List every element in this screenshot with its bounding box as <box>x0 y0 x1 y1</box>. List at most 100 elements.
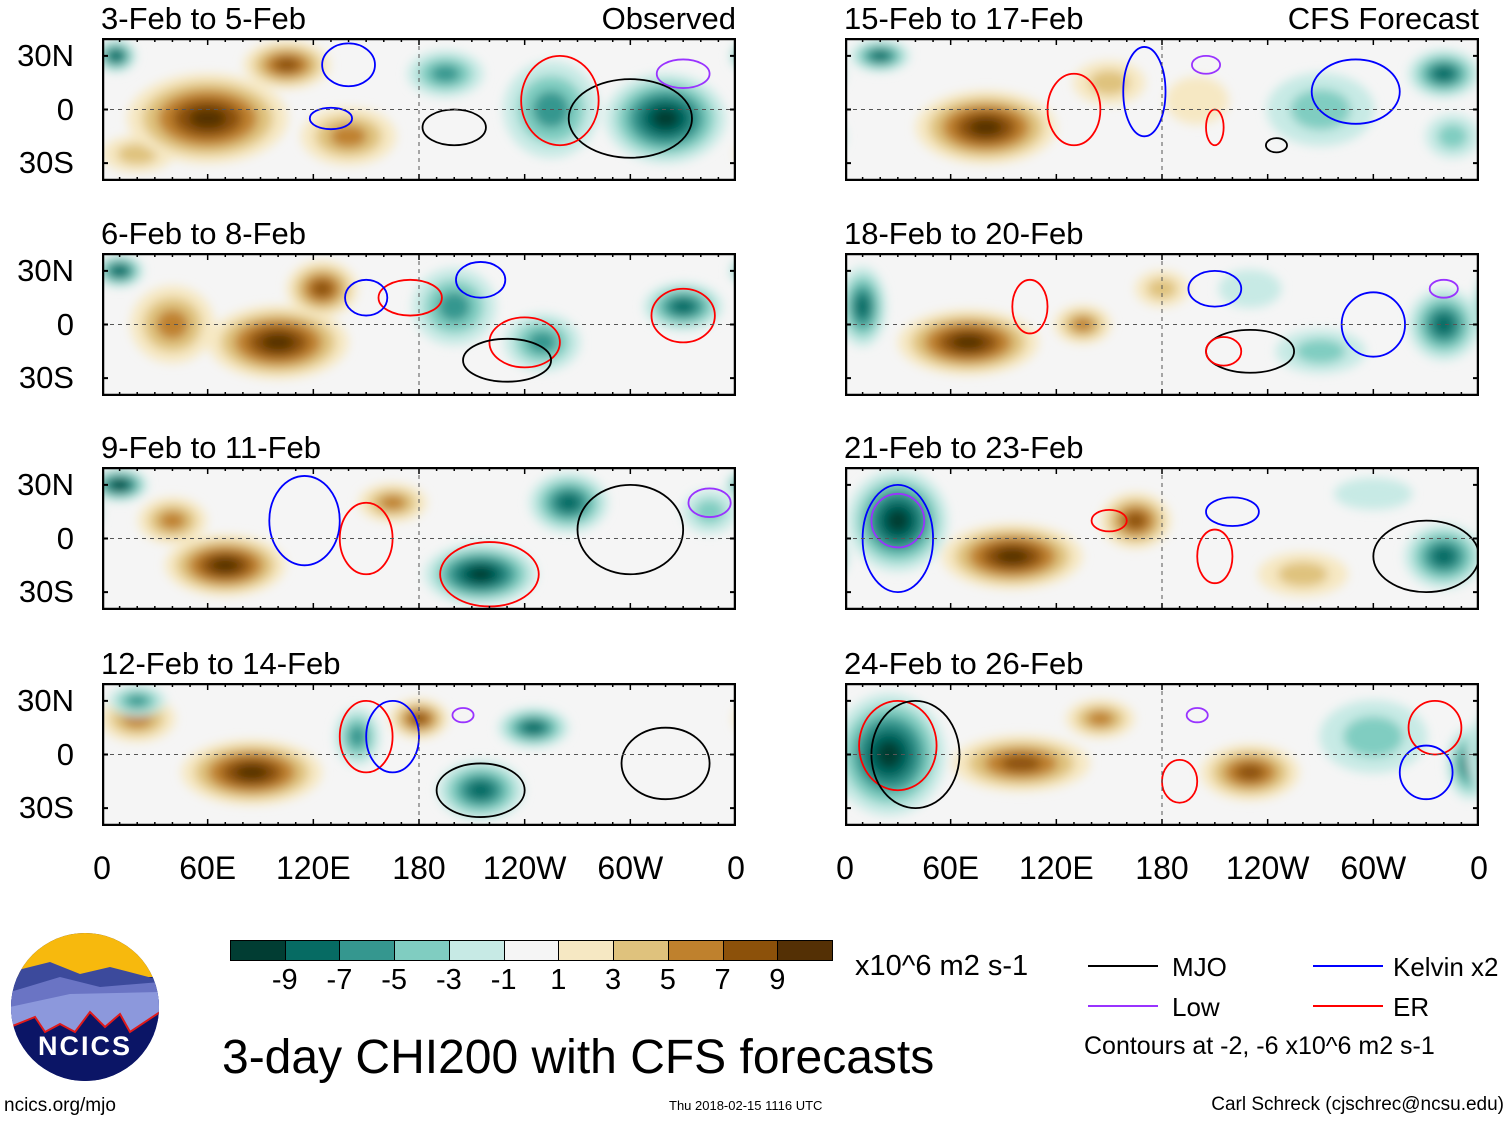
anomaly-fill <box>1432 546 1456 566</box>
anomaly-fill <box>527 331 557 354</box>
anomaly-fill <box>1295 339 1346 364</box>
anomaly-fill <box>234 764 269 781</box>
panel-title: 3-Feb to 5-Feb <box>101 1 307 36</box>
colorbar-swatch <box>667 940 724 961</box>
lat-tick-label: 0 <box>56 520 74 556</box>
contour-low <box>870 492 926 549</box>
colorbar-swatch <box>448 940 505 961</box>
author-credit: Carl Schreck (cjschrec@ncsu.edu) <box>1211 1094 1504 1115</box>
lon-tick-label: 0 <box>836 850 854 886</box>
colorbar-swatch <box>394 940 450 961</box>
site-link[interactable]: ncics.org/mjo <box>4 1095 116 1116</box>
lon-tick-label: 120W <box>1225 850 1310 886</box>
contour-er <box>520 54 600 147</box>
anomaly-fill <box>875 739 903 770</box>
legend-line-er <box>1313 1005 1383 1007</box>
legend-label-er: ER <box>1393 992 1430 1022</box>
panel-title: 9-Feb to 11-Feb <box>101 430 321 465</box>
colorbar-tick-label: -9 <box>271 964 298 996</box>
lon-tick-label: 180 <box>392 850 446 886</box>
lat-tick-label: 0 <box>56 306 74 342</box>
anomaly-fill <box>671 299 695 314</box>
contour-kelvin <box>1398 744 1454 801</box>
contour-kelvin <box>455 261 507 299</box>
anomaly-fill <box>1165 76 1229 125</box>
anomaly-fill <box>1334 477 1413 510</box>
colorbar-tick-label: -1 <box>490 964 517 996</box>
contour-note: Contours at -2, -6 x10^6 m2 s-1 <box>1084 1032 1435 1060</box>
contour-er <box>1196 528 1234 585</box>
anomaly-fill <box>1343 716 1404 757</box>
anomaly-fill <box>467 566 495 582</box>
anomaly-fill <box>210 558 240 573</box>
map-panel <box>845 38 1479 181</box>
anomaly-fill <box>430 64 461 83</box>
contour-kelvin <box>321 42 376 88</box>
map-panel <box>845 683 1479 826</box>
legend-line-kelvin <box>1313 965 1383 967</box>
lat-tick-label: 0 <box>56 736 74 772</box>
colorbar-swatch <box>613 940 669 961</box>
lon-tick-label: 0 <box>1470 850 1488 886</box>
map-panel <box>102 683 736 826</box>
legend-line-low <box>1088 1005 1158 1007</box>
colorbar-tick-label: 5 <box>659 964 676 996</box>
colorbar-tick-label: 7 <box>714 964 731 996</box>
anomaly-fill <box>523 721 544 734</box>
colorbar-tick-label: 9 <box>769 964 786 996</box>
contour-er <box>488 316 561 369</box>
contour-mjo <box>576 483 685 576</box>
anomaly-fill <box>188 107 227 130</box>
colorbar-tick-label: -7 <box>326 964 353 996</box>
svg-text:NCICS: NCICS <box>38 1031 132 1061</box>
anomaly-fill <box>126 694 149 707</box>
map-panel <box>102 253 736 396</box>
anomaly-fill <box>694 499 725 524</box>
lon-tick-label: 60E <box>922 850 980 886</box>
anomaly-fill <box>311 280 333 297</box>
lat-tick-label: 30N <box>17 466 74 502</box>
lon-tick-label: 60W <box>597 850 664 886</box>
lon-tick-label: 120E <box>1018 850 1094 886</box>
lon-tick-label: 120W <box>482 850 567 886</box>
colorbar-swatch <box>558 940 615 961</box>
lat-tick-label: 30N <box>17 37 74 73</box>
panel-tag: CFS Forecast <box>1287 1 1479 36</box>
panel-tag: Observed <box>601 1 736 36</box>
anomaly-fill <box>379 495 406 511</box>
contour-er <box>1407 699 1463 756</box>
anomaly-fill <box>348 725 367 748</box>
map-panel <box>102 467 736 610</box>
colorbar-swatch <box>777 940 833 961</box>
colorbar-tick-label: 1 <box>550 964 567 996</box>
contour-low <box>687 487 732 518</box>
contour-mjo <box>620 726 711 801</box>
colorbar-swatch <box>722 940 779 961</box>
contour-low <box>1428 278 1459 299</box>
lat-tick-label: 30N <box>17 682 74 718</box>
contour-kelvin <box>1187 269 1243 308</box>
anomaly-fill <box>467 781 494 800</box>
contour-kelvin <box>365 699 420 774</box>
anomaly-fill <box>871 51 889 61</box>
contour-mjo <box>435 762 526 818</box>
anomaly-fill <box>117 144 158 165</box>
anomaly-fill <box>330 125 367 148</box>
anomaly-fill <box>1087 711 1114 727</box>
anomaly-fill <box>1433 66 1455 81</box>
map-panel <box>102 38 736 181</box>
lon-tick-label: 60W <box>1340 850 1407 886</box>
anomaly-fill <box>112 480 127 489</box>
timestamp: Thu 2018-02-15 1116 UTC <box>669 1098 823 1113</box>
contour-kelvin <box>1205 496 1260 527</box>
anomaly-fill <box>261 333 295 352</box>
map-panel <box>845 253 1479 396</box>
anomaly-fill <box>438 291 471 322</box>
lat-tick-label: 30N <box>17 252 74 288</box>
lat-tick-label: 30S <box>18 574 74 610</box>
anomaly-fill <box>1000 755 1042 772</box>
anomaly-fill <box>110 264 129 277</box>
contour-er <box>1090 509 1128 533</box>
anomaly-fill <box>885 508 910 533</box>
